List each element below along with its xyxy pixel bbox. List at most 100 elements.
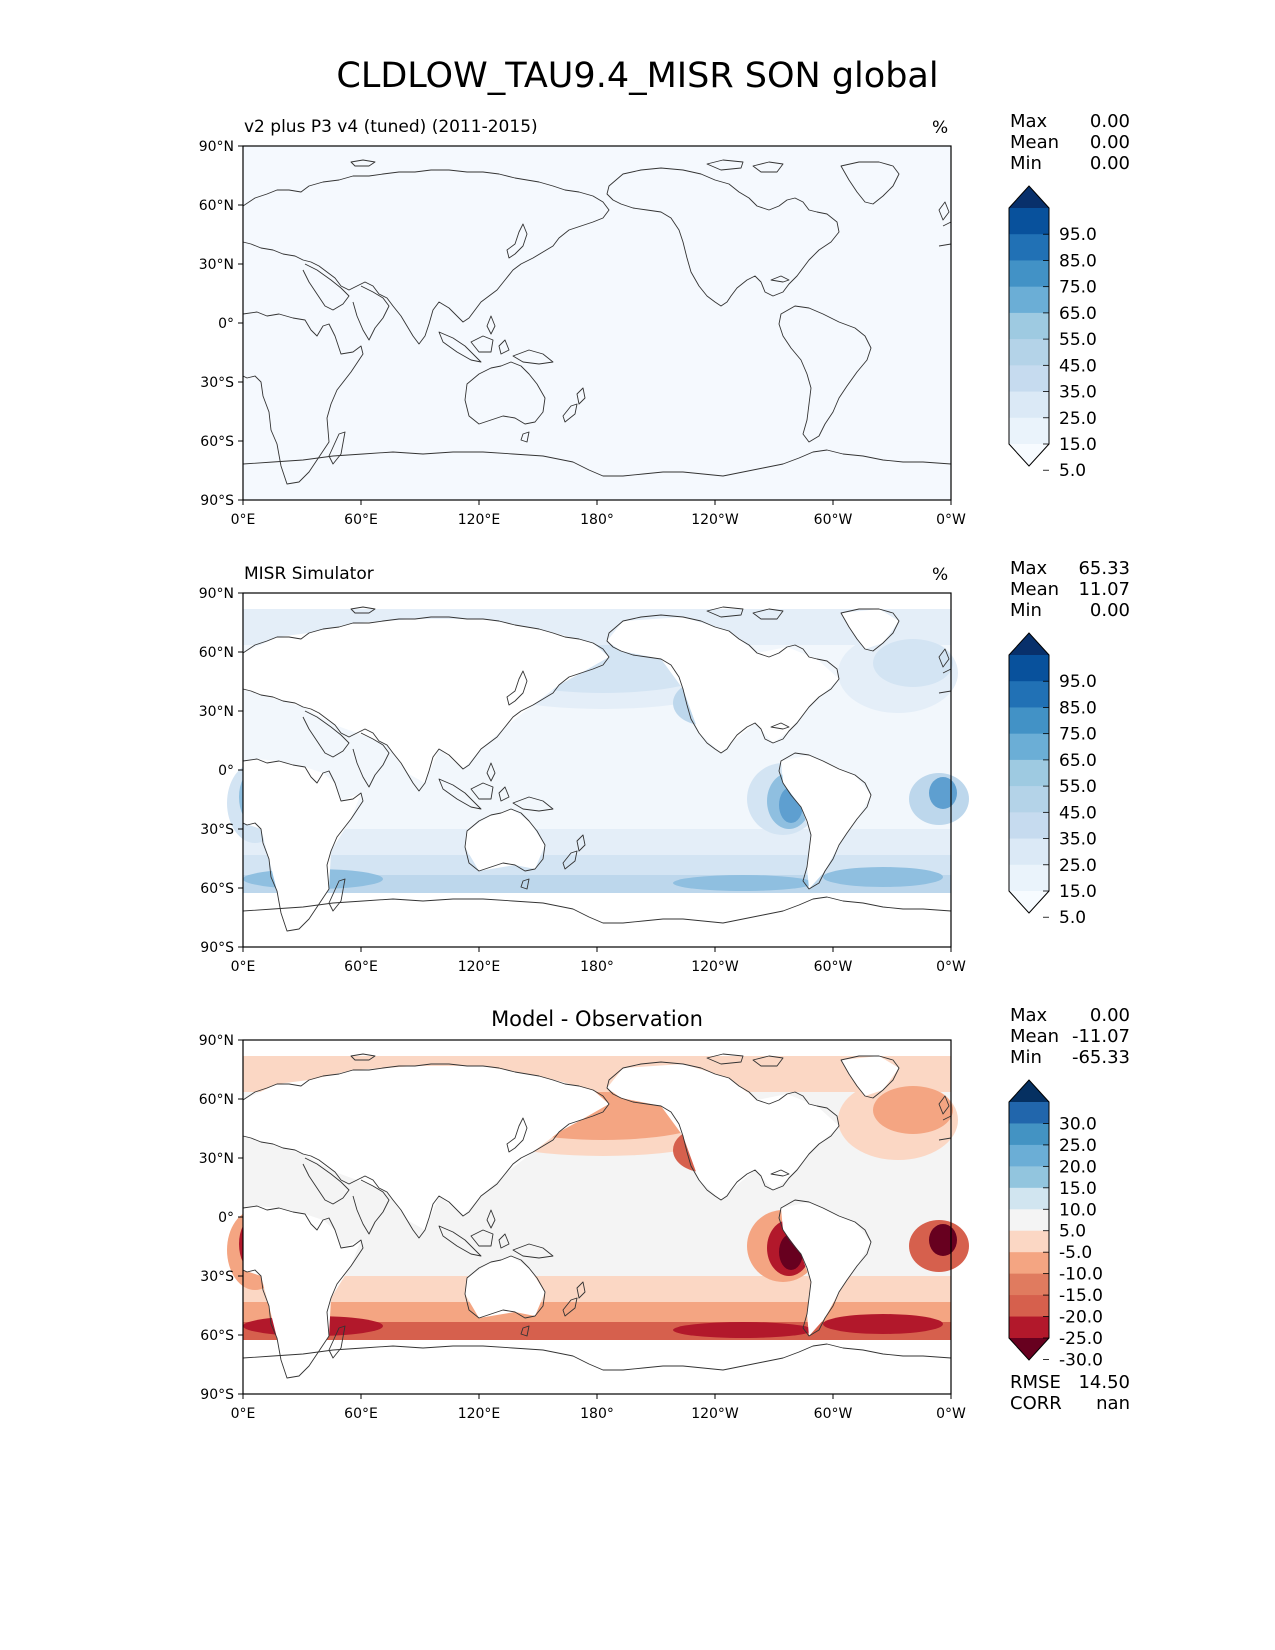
colorbar-label: 30.0 bbox=[1059, 1114, 1097, 1134]
stat-label: Mean bbox=[1010, 132, 1060, 153]
colorbar-extend-bottom bbox=[1009, 444, 1049, 466]
colorbar-label: 10.0 bbox=[1059, 1200, 1097, 1220]
colorbar-label: 45.0 bbox=[1059, 803, 1097, 823]
land-mask bbox=[243, 759, 361, 931]
panel2-unit: % bbox=[932, 565, 949, 585]
colorbar-segment bbox=[1009, 286, 1049, 314]
lon-label: 0°E bbox=[231, 512, 256, 528]
lon-label: 120°E bbox=[458, 512, 501, 528]
stat-value: 0.00 bbox=[1089, 111, 1130, 132]
colorbar-extend-bottom bbox=[1009, 1338, 1049, 1360]
colorbar-label: 55.0 bbox=[1059, 777, 1097, 797]
colorbar-segment bbox=[1009, 838, 1049, 866]
stat-label: Min bbox=[1010, 153, 1042, 174]
figure-title: CLDLOW_TAU9.4_MISR SON global bbox=[336, 56, 939, 96]
colorbar-segment bbox=[1009, 234, 1049, 261]
colorbar-segment bbox=[1009, 1316, 1049, 1339]
stat-label: Max bbox=[1010, 111, 1048, 132]
map-panel: 90°N 60°N 30°N 0° 30°S 60°S 90°S 0°E 60°E 120°E 18… bbox=[199, 1033, 969, 1422]
colorbar-label: 15.0 bbox=[1059, 1179, 1097, 1199]
colorbar-label: 25.0 bbox=[1059, 856, 1097, 876]
colorbar: 95.0 85.0 75.0 65.0 55.0 45.0 35.0 25.0 15.0 5.0 bbox=[1008, 185, 1097, 481]
field-region bbox=[823, 867, 943, 887]
colorbar-label: 15.0 bbox=[1059, 435, 1097, 455]
colorbar-label: 45.0 bbox=[1059, 356, 1097, 376]
lon-label: 180° bbox=[580, 512, 614, 528]
stat-value: -11.07 bbox=[1071, 1026, 1130, 1047]
colorbar-segment bbox=[1009, 759, 1049, 787]
land-mask bbox=[841, 609, 899, 649]
lat-label: 30°S bbox=[200, 1269, 234, 1285]
lon-label: 0°E bbox=[231, 959, 256, 975]
colorbar-label: 65.0 bbox=[1059, 751, 1097, 771]
colorbar-segment bbox=[1009, 1166, 1049, 1189]
lat-label: 60°S bbox=[200, 434, 234, 450]
colorbar-label: 5.0 bbox=[1059, 1222, 1086, 1242]
field-region bbox=[673, 1322, 813, 1338]
field-region bbox=[929, 1224, 957, 1256]
colorbar-segment bbox=[1009, 1230, 1049, 1253]
colorbar-segment bbox=[1009, 417, 1049, 445]
colorbar-segment bbox=[1009, 864, 1049, 892]
colorbar-segment bbox=[1009, 1209, 1049, 1232]
colorbar-segment bbox=[1009, 260, 1049, 288]
colorbar-segment bbox=[1009, 1144, 1049, 1167]
lat-label: 30°N bbox=[199, 257, 234, 273]
land-mask bbox=[781, 755, 871, 889]
land-mask bbox=[243, 1206, 361, 1378]
panel1-unit: % bbox=[932, 118, 949, 138]
lon-label: 0°W bbox=[936, 959, 966, 975]
stat-label: Max bbox=[1010, 1005, 1048, 1026]
stat-label: Min bbox=[1010, 1047, 1042, 1068]
lon-label: 0°E bbox=[231, 1406, 256, 1422]
colorbar-label: -30.0 bbox=[1059, 1350, 1103, 1370]
colorbar-label: 5.0 bbox=[1059, 908, 1086, 928]
colorbar-segment bbox=[1009, 1123, 1049, 1146]
lat-label: 0° bbox=[218, 1210, 234, 1226]
stat-value: 0.00 bbox=[1089, 153, 1130, 174]
lon-label: 120°W bbox=[691, 1406, 739, 1422]
stat-label: Min bbox=[1010, 600, 1042, 621]
colorbar-segment bbox=[1009, 208, 1049, 235]
field-region bbox=[929, 777, 957, 809]
panel3-title: Model - Observation bbox=[491, 1007, 703, 1031]
colorbar-segment bbox=[1009, 786, 1049, 813]
colorbar-segment bbox=[1009, 365, 1049, 393]
field-region bbox=[823, 1314, 943, 1334]
colorbar-label: -15.0 bbox=[1059, 1286, 1103, 1306]
land-mask bbox=[465, 1256, 545, 1318]
lon-label: 120°E bbox=[458, 959, 501, 975]
colorbar-label: 85.0 bbox=[1059, 251, 1097, 271]
field-region bbox=[873, 1086, 953, 1134]
stat-value: 11.07 bbox=[1078, 579, 1130, 600]
stat-value: 65.33 bbox=[1078, 558, 1130, 579]
colorbar-label: 25.0 bbox=[1059, 1136, 1097, 1156]
lat-label: 0° bbox=[218, 763, 234, 779]
land-mask bbox=[465, 809, 545, 871]
stat-value: 0.00 bbox=[1089, 132, 1130, 153]
panel3-stats: Max 0.00 Mean -11.07 Min -65.33 bbox=[1010, 1005, 1130, 1071]
colorbar-label: -10.0 bbox=[1059, 1265, 1103, 1285]
colorbar-label: 35.0 bbox=[1059, 830, 1097, 850]
colorbar-label: 85.0 bbox=[1059, 698, 1097, 718]
lat-label: 60°S bbox=[200, 1328, 234, 1344]
stat-value: 0.00 bbox=[1089, 600, 1130, 621]
lat-label: 60°N bbox=[199, 198, 234, 214]
stat-label: Mean bbox=[1010, 1026, 1060, 1047]
stat-label: Max bbox=[1010, 558, 1048, 579]
lon-label: 60°W bbox=[814, 959, 853, 975]
lon-label: 0°W bbox=[936, 1406, 966, 1422]
colorbar-segment bbox=[1009, 339, 1049, 366]
lat-label: 90°S bbox=[200, 1387, 234, 1403]
colorbar-segment bbox=[1009, 1295, 1049, 1318]
lat-label: 0° bbox=[218, 316, 234, 332]
colorbar-segment bbox=[1009, 655, 1049, 682]
stat-value: 0.00 bbox=[1089, 1005, 1130, 1026]
panel1-subtitle: v2 plus P3 v4 (tuned) (2011-2015) bbox=[244, 117, 538, 137]
panel2-subtitle: MISR Simulator bbox=[244, 564, 374, 584]
colorbar-label: 55.0 bbox=[1059, 330, 1097, 350]
lat-label: 60°N bbox=[199, 645, 234, 661]
colorbar-label: -20.0 bbox=[1059, 1308, 1103, 1328]
lon-label: 60°E bbox=[344, 959, 378, 975]
